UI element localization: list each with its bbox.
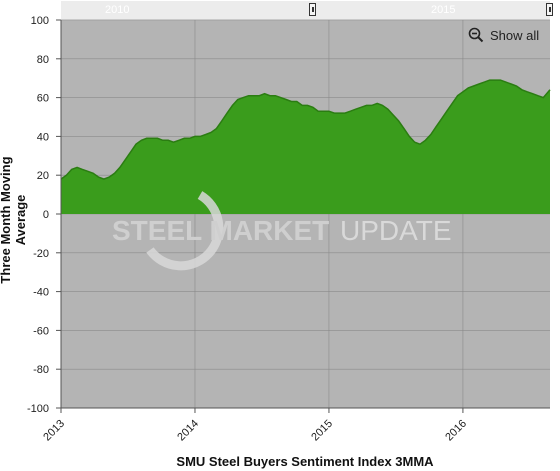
show-all-label: Show all (490, 27, 540, 43)
navigator-right-handle[interactable] (546, 3, 553, 16)
y-tick-label: 60 (37, 93, 49, 105)
series-line (60, 79, 551, 180)
y-tick-label: -60 (33, 325, 49, 337)
y-tick-label: -100 (27, 403, 49, 415)
show-all-button[interactable]: Show all (468, 26, 539, 44)
series-area (61, 80, 550, 214)
zoom-out-icon (468, 27, 484, 43)
x-tick-label: 2015 (309, 418, 335, 444)
watermark-arc-icon (146, 191, 224, 271)
range-navigator[interactable]: 2010 2015 (61, 1, 553, 20)
y-tick-label: -40 (33, 287, 49, 299)
watermark-text-bold: STEEL MARKET (112, 215, 329, 246)
navigator-left-handle[interactable] (309, 3, 316, 16)
y-axis-title: Three Month Moving Average (0, 156, 28, 284)
watermark-text-light: UPDATE (340, 215, 452, 246)
y-tick-label: 0 (43, 209, 49, 221)
y-tick-label: -20 (33, 248, 49, 260)
navigator-label-2010: 2010 (105, 4, 130, 16)
watermark: STEEL MARKET UPDATE (112, 191, 452, 271)
y-tick-label: 20 (37, 170, 49, 182)
x-tick-label: 2013 (41, 418, 67, 444)
plot-area[interactable] (60, 19, 551, 409)
navigator-label-2015: 2015 (431, 4, 456, 16)
x-tick-label: 2014 (175, 418, 201, 444)
x-axis-title: SMU Steel Buyers Sentiment Index 3MMA (176, 454, 434, 469)
y-tick-label: 100 (31, 15, 49, 27)
y-tick-label: 80 (37, 54, 49, 66)
x-tick-label: 2016 (443, 418, 469, 444)
y-tick-label: 40 (37, 131, 49, 143)
y-tick-label: -80 (33, 364, 49, 376)
